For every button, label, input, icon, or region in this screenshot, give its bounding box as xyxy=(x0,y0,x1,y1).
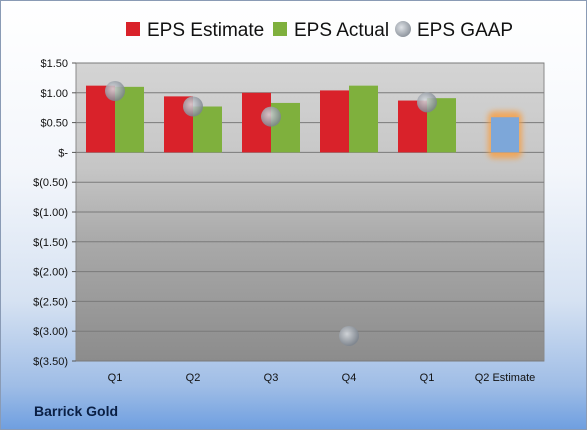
y-tick-label: $1.50 xyxy=(40,58,68,70)
eps-gaap-marker xyxy=(183,96,203,117)
y-tick-label: $(3.50) xyxy=(33,356,68,368)
x-tick-label: Q1 xyxy=(420,372,435,384)
company-name: Barrick Gold xyxy=(34,403,119,419)
y-tick-label: $(2.50) xyxy=(33,296,68,308)
eps-estimate-bar xyxy=(320,90,349,153)
x-tick-label: Q3 xyxy=(264,372,279,384)
gridlines xyxy=(72,62,544,362)
legend-marker xyxy=(395,21,411,37)
legend-label: EPS Actual xyxy=(294,20,389,41)
y-tick-label: $(2.00) xyxy=(33,267,68,279)
x-tick-label: Q1 xyxy=(108,372,123,384)
y-axis: $1.50 $1.00 $0.50 $- $(0.50) $(1.00) $(1.50) $(… xyxy=(33,58,68,368)
eps-gaap-marker xyxy=(105,81,125,102)
eps-actual-bar xyxy=(349,85,378,153)
legend-swatch xyxy=(126,22,140,36)
x-tick-label: Q4 xyxy=(342,372,357,384)
y-tick-label: $(3.00) xyxy=(33,326,68,338)
gaap-markers xyxy=(105,81,437,346)
eps-gaap-marker xyxy=(261,106,281,127)
x-tick-label: Q2 Estimate xyxy=(475,372,536,384)
x-axis: Q1 Q2 Q3 Q4 Q1 Q2 Estimate xyxy=(108,372,536,384)
q2-estimate-bar xyxy=(491,117,519,153)
legend: EPS Estimate EPS Actual EPS GAAP xyxy=(126,20,513,41)
legend-swatch xyxy=(273,22,287,36)
y-tick-label: $(1.50) xyxy=(33,237,68,249)
y-tick-label: $1.00 xyxy=(40,88,68,100)
x-tick-label: Q2 xyxy=(186,372,201,384)
y-tick-label: $- xyxy=(58,147,68,159)
y-tick-label: $(1.00) xyxy=(33,207,68,219)
legend-label: EPS GAAP xyxy=(417,20,513,41)
eps-gaap-marker xyxy=(417,92,437,113)
y-tick-label: $(0.50) xyxy=(33,177,68,189)
y-tick-label: $0.50 xyxy=(40,118,68,130)
eps-gaap-marker xyxy=(339,325,359,346)
legend-label: EPS Estimate xyxy=(147,20,264,41)
